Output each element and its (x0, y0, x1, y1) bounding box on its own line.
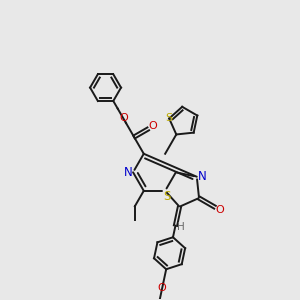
Text: O: O (148, 121, 157, 131)
Text: O: O (215, 205, 224, 215)
Text: H: H (177, 222, 185, 232)
Text: S: S (166, 113, 173, 124)
Text: S: S (163, 190, 170, 203)
Text: N: N (124, 166, 132, 179)
Text: O: O (119, 113, 128, 124)
Text: N: N (198, 170, 206, 183)
Text: O: O (158, 283, 167, 293)
